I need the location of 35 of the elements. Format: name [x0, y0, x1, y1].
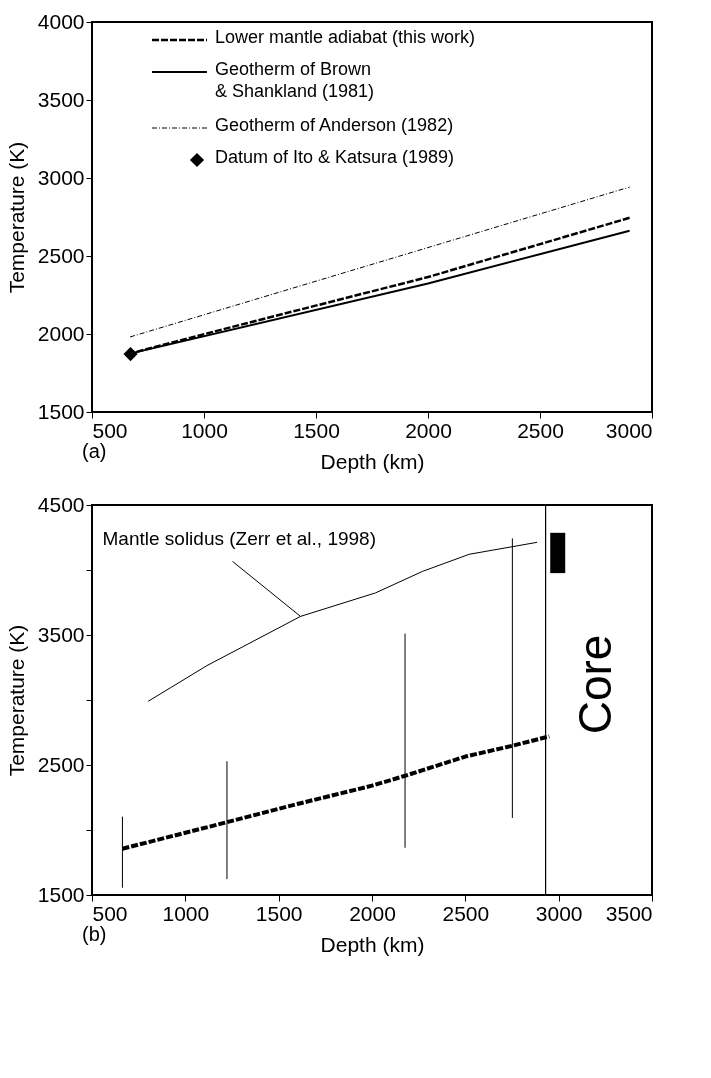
text: (a)	[82, 440, 107, 462]
x-tick-label: 2500	[442, 901, 490, 925]
x-tick-label: 1000	[181, 418, 228, 442]
y-tick-label: 4500	[37, 492, 85, 516]
y-tick-label: 2500	[37, 752, 85, 776]
x-axis-title: Depth (km)	[320, 449, 425, 473]
x-tick-label: 500	[92, 418, 128, 442]
y-tick-label: 3000	[37, 165, 85, 189]
y-tick-label: 3500	[37, 87, 85, 111]
y-tick-label: 2000	[37, 321, 85, 345]
y-tick-label: 1500	[37, 399, 85, 423]
x-tick-label: 3000	[535, 901, 583, 925]
y-axis-title: Temperature (K)	[4, 141, 28, 294]
annotation: Core	[569, 634, 621, 735]
y-axis-title: Temperature (K)	[4, 624, 28, 777]
legend-label: Lower mantle adiabat (this work)	[215, 27, 476, 47]
y-tick-label: 4000	[37, 9, 85, 33]
x-tick-label: 2000	[349, 901, 396, 925]
x-tick-label: 500	[92, 901, 128, 925]
x-tick-label: 2000	[405, 418, 452, 442]
y-tick-label: 2500	[37, 243, 85, 267]
legend-label: Geotherm of Brown & Shankland (1981)	[215, 59, 375, 101]
annotation: Mantle solidus (Zerr et al., 1998)	[102, 528, 377, 550]
x-tick-label: 3000	[605, 418, 653, 442]
x-tick-label: 2500	[517, 418, 564, 442]
legend-label: Datum of Ito & Katsura (1989)	[215, 147, 455, 167]
x-tick-label: 1000	[162, 901, 210, 925]
y-tick-label: 1500	[37, 882, 85, 906]
y-tick-label: 3500	[37, 622, 85, 646]
x-axis-title: Depth (km)	[320, 932, 425, 956]
x-tick-label: 3500	[605, 901, 653, 925]
text: (b)	[82, 923, 107, 945]
x-tick-label: 1500	[293, 418, 340, 442]
legend-label: Geotherm of Anderson (1982)	[215, 115, 454, 135]
x-tick-label: 1500	[255, 901, 303, 925]
